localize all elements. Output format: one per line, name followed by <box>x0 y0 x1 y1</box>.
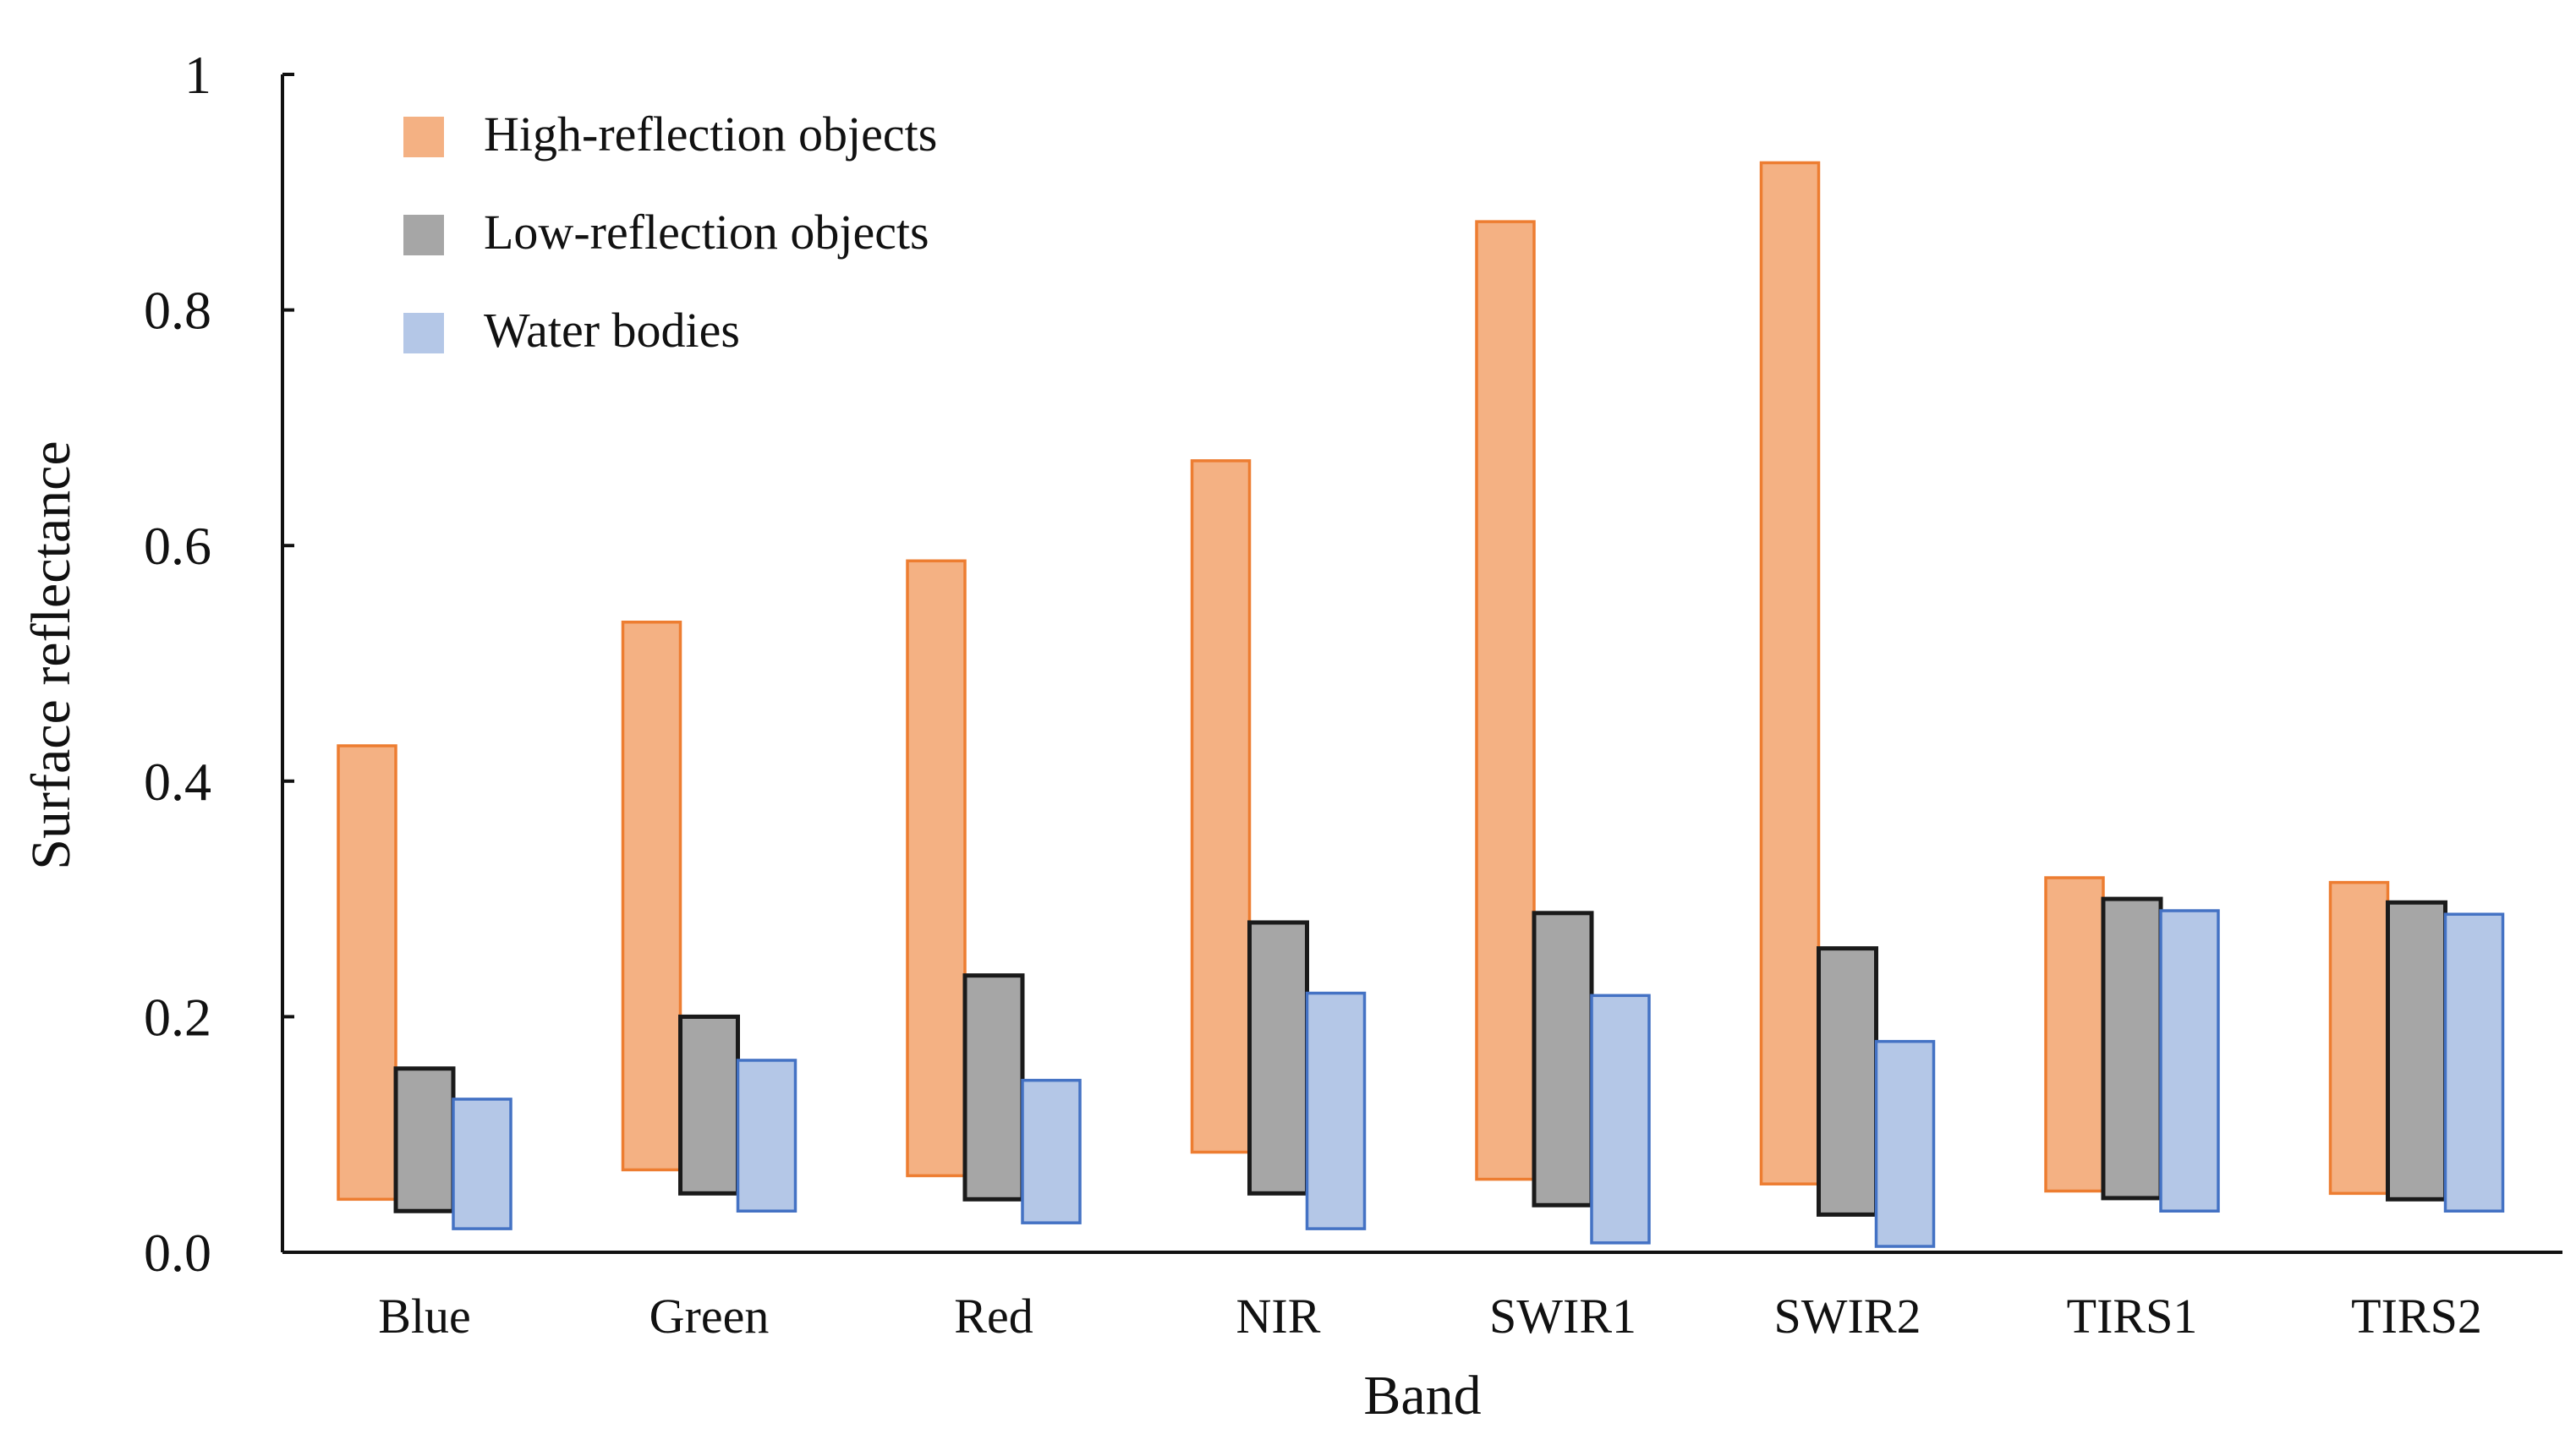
y-tick-label: 0.2 <box>144 987 211 1047</box>
bar-low-reflection-objects-blue <box>393 1066 456 1213</box>
bar-water-bodies-swir1 <box>1590 994 1651 1245</box>
bar-low-reflection-objects-red <box>962 973 1025 1202</box>
bar-high-reflection-objects-swir1 <box>1475 220 1536 1181</box>
y-tick-label: 0.6 <box>144 516 211 576</box>
bar-low-reflection-objects-green <box>678 1014 740 1196</box>
legend-label-water-bodies: Water bodies <box>484 303 740 358</box>
bar-high-reflection-objects-swir2 <box>1759 161 1821 1185</box>
bar-high-reflection-objects-blue <box>337 744 397 1202</box>
legend-swatch-water-bodies <box>403 313 444 353</box>
bar-low-reflection-objects-nir <box>1247 920 1309 1196</box>
x-tick-label-tirs1: TIRS1 <box>2067 1289 2198 1344</box>
legend-label-low-reflection-objects: Low-reflection objects <box>484 205 929 260</box>
y-tick-label: 0.8 <box>144 281 211 341</box>
bar-low-reflection-objects-swir2 <box>1817 946 1878 1217</box>
bar-low-reflection-objects-tirs2 <box>2386 900 2447 1202</box>
x-tick-label-swir1: SWIR1 <box>1489 1289 1636 1344</box>
legend-swatch-low-reflection-objects <box>403 215 444 255</box>
x-tick-label-nir: NIR <box>1236 1289 1321 1344</box>
x-tick-label-swir2: SWIR2 <box>1774 1289 1921 1344</box>
bar-low-reflection-objects-swir1 <box>1532 911 1594 1207</box>
bar-water-bodies-blue <box>452 1098 512 1230</box>
bar-water-bodies-tirs1 <box>2159 909 2220 1213</box>
y-tick-label: 0.4 <box>144 752 211 812</box>
y-tick-label: 0.0 <box>144 1223 211 1283</box>
legend-label-high-reflection-objects: High-reflection objects <box>484 107 937 162</box>
bar-high-reflection-objects-tirs2 <box>2328 880 2390 1196</box>
x-tick-label-blue: Blue <box>378 1289 471 1344</box>
bar-low-reflection-objects-tirs1 <box>2101 896 2163 1201</box>
bar-water-bodies-green <box>736 1059 797 1213</box>
bar-water-bodies-tirs2 <box>2443 912 2505 1213</box>
x-tick-label-tirs2: TIRS2 <box>2351 1289 2482 1344</box>
legend-swatch-high-reflection-objects <box>403 117 444 157</box>
bar-water-bodies-red <box>1021 1078 1082 1224</box>
x-tick-label-red: Red <box>954 1289 1033 1344</box>
x-axis-title: Band <box>1363 1365 1481 1426</box>
bar-high-reflection-objects-red <box>906 559 967 1178</box>
bar-high-reflection-objects-green <box>621 620 682 1172</box>
bar-water-bodies-swir2 <box>1874 1039 1936 1248</box>
y-tick-label: 1 <box>184 45 211 105</box>
bar-high-reflection-objects-nir <box>1190 459 1252 1154</box>
bar-high-reflection-objects-tirs1 <box>2044 876 2105 1193</box>
y-axis-title: Surface reflectance <box>20 441 82 869</box>
x-tick-label-green: Green <box>649 1289 770 1344</box>
bar-water-bodies-nir <box>1305 991 1367 1230</box>
